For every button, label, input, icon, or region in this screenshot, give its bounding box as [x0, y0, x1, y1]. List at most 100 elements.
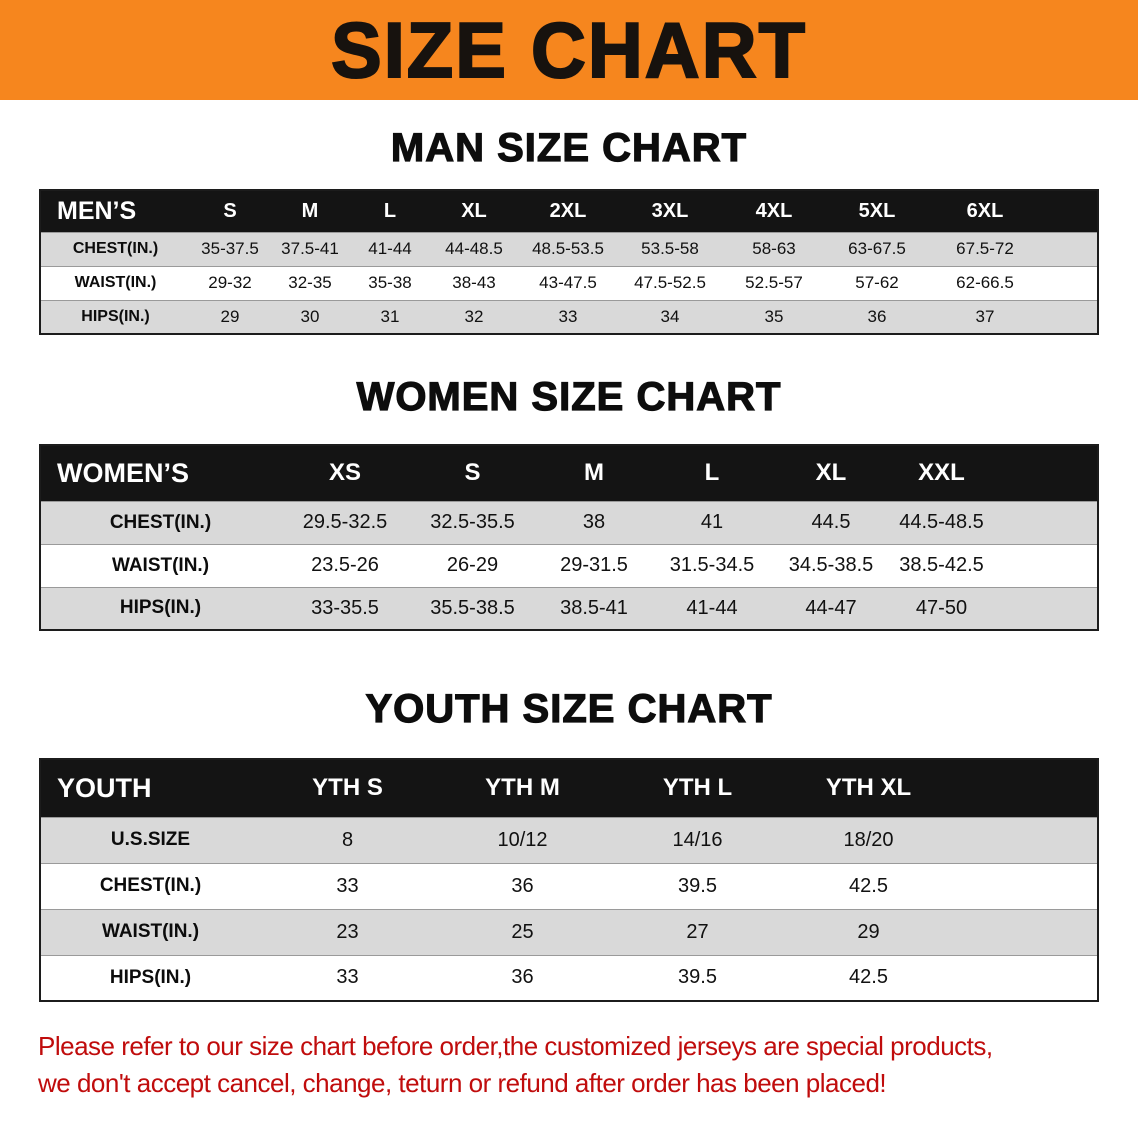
value-cell: 35.5-38.5: [430, 596, 515, 619]
women-size-table: WOMEN’S XS S M L XL XXL CHEST(IN.) 29.5-32.5 32.5…: [39, 444, 1099, 631]
row-label-cell: CHEST(IN.): [109, 511, 212, 533]
men-section-heading: MAN SIZE CHART: [390, 125, 748, 170]
youth-size-table: YOUTH YTH S YTH M YTH L YTH XL U.S.SIZE 8 10/12…: [39, 758, 1099, 1002]
size-column-header: M: [535, 445, 653, 501]
row-label-cell: CHEST(IN.): [72, 240, 159, 257]
size-column-header: 4XL: [722, 190, 826, 232]
measurement-row: CHEST(IN.) 33 36 39.5 42.5: [40, 863, 1098, 909]
value-cell: 57-62: [855, 273, 899, 292]
value-cell: 42.5: [849, 966, 888, 989]
row-label-cell: HIPS(IN.): [81, 307, 150, 325]
value-cell: 27: [686, 920, 709, 943]
size-column-header: S: [190, 190, 270, 232]
measurement-row: WAIST(IN.) 23 25 27 29: [40, 909, 1098, 955]
measurement-row: CHEST(IN.) 29.5-32.5 32.5-35.5 38 41 44.5 44.5…: [40, 501, 1098, 544]
value-cell: 32: [464, 306, 484, 326]
value-cell: 33-35.5: [311, 596, 379, 619]
value-cell: 39.5: [678, 966, 717, 989]
size-column-header: XL: [771, 445, 891, 501]
row-label-cell: CHEST(IN.): [99, 875, 202, 896]
value-cell: 26-29: [446, 554, 499, 576]
size-column-header: 6XL: [928, 190, 1098, 232]
value-cell: 44-48.5: [445, 239, 503, 258]
value-cell: 8: [341, 828, 354, 851]
value-cell: 44-47: [805, 596, 857, 619]
value-cell: 53.5-58: [641, 239, 699, 258]
size-column-header: S: [410, 445, 535, 501]
page-title: SIZE CHART: [330, 5, 807, 95]
women-section-heading: WOMEN SIZE CHART: [356, 374, 782, 419]
value-cell: 29: [220, 306, 240, 326]
title-banner: SIZE CHART: [0, 0, 1138, 100]
value-cell: 29.5-32.5: [302, 511, 388, 533]
value-cell: 33: [558, 306, 578, 326]
value-cell: 63-67.5: [848, 239, 906, 258]
header-row: YOUTH YTH S YTH M YTH L YTH XL: [40, 759, 1098, 817]
value-cell: 38: [582, 511, 606, 533]
value-cell: 23: [336, 920, 359, 943]
value-cell: 47-50: [915, 596, 968, 619]
measurement-row: HIPS(IN.) 33-35.5 35.5-38.5 38.5-41 41-44 44-…: [40, 587, 1098, 630]
value-cell: 25: [511, 920, 534, 943]
value-cell: 35-37.5: [201, 239, 259, 258]
value-cell: 44.5-48.5: [899, 511, 984, 533]
value-cell: 23.5-26: [311, 554, 379, 576]
size-column-header: XS: [280, 445, 410, 501]
value-cell: 58-63: [752, 239, 796, 258]
value-cell: 52.5-57: [745, 273, 803, 292]
value-cell: 37.5-41: [281, 239, 339, 258]
value-cell: 43-47.5: [539, 273, 597, 292]
table-body: CHEST(IN.) 35-37.5 37.5-41 41-44 44-48.5 48.5…: [40, 232, 1098, 334]
value-cell: 29: [857, 920, 880, 943]
value-cell: 38.5-41: [560, 596, 628, 619]
measurement-row: CHEST(IN.) 35-37.5 37.5-41 41-44 44-48.5 48.5…: [40, 232, 1098, 266]
table-body: U.S.SIZE 8 10/12 14/16 18/20 CHEST(IN.) 33 36 39…: [40, 817, 1098, 1001]
value-cell: 14/16: [672, 828, 723, 851]
header-row: MEN’S S M L XL 2XL 3XL 4XL 5XL 6XL: [40, 190, 1098, 232]
value-cell: 30: [300, 306, 320, 326]
header-row: WOMEN’S XS S M L XL XXL: [40, 445, 1098, 501]
size-column-header: 3XL: [618, 190, 722, 232]
value-cell: 39.5: [678, 874, 717, 897]
size-column-header: 2XL: [518, 190, 618, 232]
value-cell: 32-35: [288, 273, 332, 292]
row-label-cell: WAIST(IN.): [101, 921, 200, 942]
value-cell: 35-38: [368, 273, 412, 292]
value-cell: 32.5-35.5: [430, 511, 515, 533]
women-section: WOMEN SIZE CHART WOMEN’S XS S M L XL XXL CHEST(…: [0, 374, 1138, 631]
row-label-cell: HIPS(IN.): [119, 597, 202, 619]
value-cell: 33: [336, 874, 359, 897]
size-column-header: XXL: [891, 445, 1098, 501]
value-cell: 41-44: [686, 596, 738, 619]
size-column-header: L: [350, 190, 430, 232]
value-cell: 29-31.5: [560, 554, 628, 576]
row-label-cell: WAIST(IN.): [74, 274, 157, 291]
men-section: MAN SIZE CHART MEN’S S M L XL 2XL 3XL 4XL 5XL 6XL…: [0, 125, 1138, 335]
value-cell: 44.5: [811, 511, 851, 533]
value-cell: 48.5-53.5: [532, 239, 604, 258]
row-label-cell: U.S.SIZE: [110, 829, 191, 850]
row-label-cell: WAIST(IN.): [111, 554, 210, 576]
value-cell: 67.5-72: [956, 239, 1014, 258]
value-cell: 34.5-38.5: [788, 554, 874, 576]
table-title-cell: MEN’S: [40, 190, 190, 232]
table-title-cell: WOMEN’S: [40, 445, 280, 501]
measurement-row: HIPS(IN.) 33 36 39.5 42.5: [40, 955, 1098, 1001]
value-cell: 41: [700, 511, 724, 533]
table-title-cell: YOUTH: [40, 759, 260, 817]
youth-section: YOUTH SIZE CHART YOUTH YTH S YTH M YTH L YTH…: [0, 686, 1138, 1002]
value-cell: 29-32: [208, 273, 252, 292]
size-column-header: YTH M: [435, 759, 610, 817]
measurement-row: WAIST(IN.) 29-32 32-35 35-38 38-43 43-47.5 47.…: [40, 266, 1098, 300]
measurement-row: WAIST(IN.) 23.5-26 26-29 29-31.5 31.5-34.5 34…: [40, 544, 1098, 587]
table-head: MEN’S S M L XL 2XL 3XL 4XL 5XL 6XL: [40, 190, 1098, 232]
value-cell: 42.5: [849, 874, 888, 897]
value-cell: 33: [336, 966, 359, 989]
size-column-header: L: [653, 445, 771, 501]
value-cell: 36: [511, 966, 534, 989]
value-cell: 18/20: [843, 828, 894, 851]
size-column-header: YTH XL: [785, 759, 1098, 817]
row-label-cell: HIPS(IN.): [109, 966, 192, 988]
value-cell: 10/12: [497, 828, 548, 851]
men-size-table: MEN’S S M L XL 2XL 3XL 4XL 5XL 6XL CHEST(IN.) 35-37…: [39, 189, 1099, 335]
